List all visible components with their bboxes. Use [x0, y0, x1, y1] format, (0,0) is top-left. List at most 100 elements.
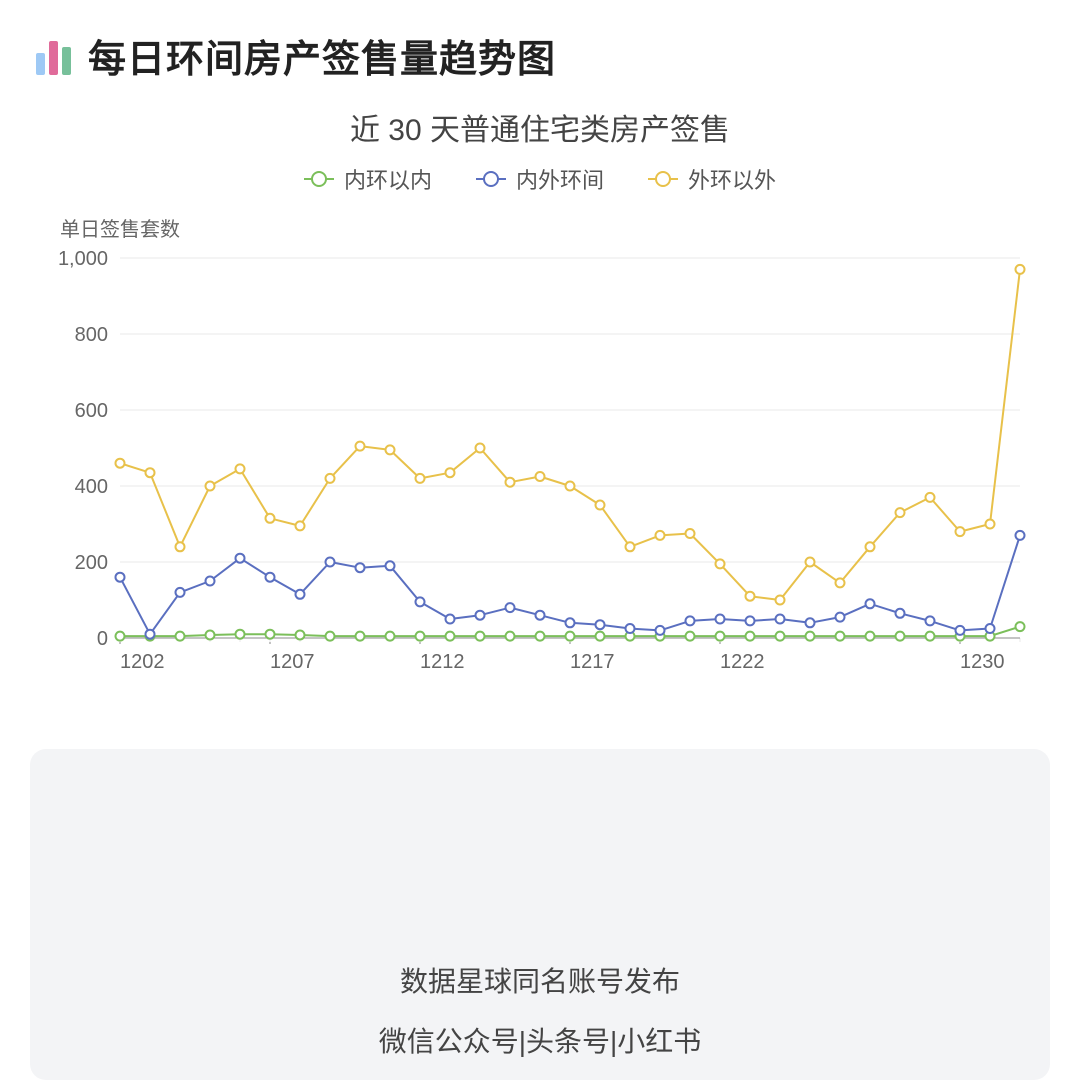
series-marker	[626, 542, 635, 551]
series-marker	[806, 558, 815, 567]
chart-subtitle: 近 30 天普通住宅类房产签售	[30, 105, 1050, 149]
series-marker	[326, 474, 335, 483]
legend-label: 外环以外	[688, 163, 776, 195]
series-marker	[386, 632, 395, 641]
bar-chart-icon	[36, 37, 74, 75]
legend-item[interactable]: 内环以内	[304, 163, 432, 195]
series-marker	[566, 618, 575, 627]
series-marker	[206, 630, 215, 639]
series-marker	[266, 630, 275, 639]
series-marker	[326, 632, 335, 641]
chart-area: 02004006008001,0001202120712121217122212…	[40, 248, 1040, 693]
x-tick-label: 1202	[120, 651, 165, 673]
series-marker	[776, 632, 785, 641]
page-title: 每日环间房产签售量趋势图	[88, 28, 556, 83]
series-marker	[416, 597, 425, 606]
header: 每日环间房产签售量趋势图	[30, 28, 1050, 83]
line-chart: 02004006008001,0001202120712121217122212…	[40, 248, 1040, 688]
series-marker	[386, 445, 395, 454]
series-marker	[926, 616, 935, 625]
series-marker	[506, 478, 515, 487]
legend: 内环以内 内外环间 外环以外	[30, 163, 1050, 195]
series-marker	[236, 464, 245, 473]
series-marker	[476, 632, 485, 641]
x-tick-label: 1212	[420, 651, 465, 673]
series-marker	[656, 626, 665, 635]
legend-marker-icon	[304, 172, 334, 186]
series-marker	[866, 599, 875, 608]
series-marker	[566, 482, 575, 491]
series-marker	[716, 559, 725, 568]
series-marker	[926, 493, 935, 502]
icon-bar	[36, 53, 45, 75]
series-marker	[836, 632, 845, 641]
series-marker	[896, 609, 905, 618]
series-marker	[1016, 531, 1025, 540]
series-marker	[596, 632, 605, 641]
y-tick-label: 1,000	[58, 248, 108, 270]
series-marker	[236, 630, 245, 639]
series-marker	[686, 632, 695, 641]
series-marker	[356, 442, 365, 451]
series-marker	[656, 531, 665, 540]
series-marker	[296, 590, 305, 599]
footer-line-1: 数据星球同名账号发布	[400, 960, 680, 1000]
y-tick-label: 600	[75, 400, 108, 422]
series-marker	[176, 632, 185, 641]
series-marker	[1016, 265, 1025, 274]
series-marker	[476, 611, 485, 620]
series-marker	[836, 578, 845, 587]
series-marker	[206, 577, 215, 586]
series-marker	[746, 616, 755, 625]
legend-item[interactable]: 内外环间	[476, 163, 604, 195]
series-marker	[536, 611, 545, 620]
series-marker	[176, 542, 185, 551]
series-marker	[746, 592, 755, 601]
x-tick-label: 1230	[960, 651, 1005, 673]
y-tick-label: 400	[75, 476, 108, 498]
series-marker	[836, 613, 845, 622]
series-marker	[416, 474, 425, 483]
series-marker	[806, 632, 815, 641]
series-marker	[296, 521, 305, 530]
legend-marker-icon	[476, 172, 506, 186]
legend-label: 内环以内	[344, 163, 432, 195]
series-marker	[176, 588, 185, 597]
series-marker	[536, 472, 545, 481]
series-marker	[596, 620, 605, 629]
series-marker	[806, 618, 815, 627]
icon-bar	[49, 41, 58, 75]
x-tick-label: 1222	[720, 651, 765, 673]
series-marker	[986, 520, 995, 529]
series-marker	[206, 482, 215, 491]
series-marker	[596, 501, 605, 510]
legend-item[interactable]: 外环以外	[648, 163, 776, 195]
series-marker	[416, 632, 425, 641]
series-line	[120, 269, 1020, 600]
y-tick-label: 0	[97, 628, 108, 650]
series-marker	[116, 632, 125, 641]
series-marker	[776, 596, 785, 605]
page: 每日环间房产签售量趋势图 近 30 天普通住宅类房产签售 内环以内 内外环间 外环以…	[0, 0, 1080, 1080]
y-tick-label: 200	[75, 552, 108, 574]
series-marker	[716, 632, 725, 641]
y-tick-label: 800	[75, 324, 108, 346]
x-tick-label: 1217	[570, 651, 615, 673]
series-marker	[146, 630, 155, 639]
series-marker	[446, 632, 455, 641]
series-marker	[446, 468, 455, 477]
series-marker	[986, 624, 995, 633]
series-marker	[896, 508, 905, 517]
series-marker	[116, 459, 125, 468]
series-marker	[776, 615, 785, 624]
footer-box: 数据星球同名账号发布 微信公众号|头条号|小红书	[30, 749, 1050, 1080]
icon-bar	[62, 47, 71, 75]
series-marker	[686, 616, 695, 625]
series-marker	[146, 468, 155, 477]
series-marker	[236, 554, 245, 563]
series-marker	[476, 444, 485, 453]
series-marker	[956, 626, 965, 635]
series-marker	[446, 615, 455, 624]
series-marker	[506, 603, 515, 612]
series-marker	[716, 615, 725, 624]
